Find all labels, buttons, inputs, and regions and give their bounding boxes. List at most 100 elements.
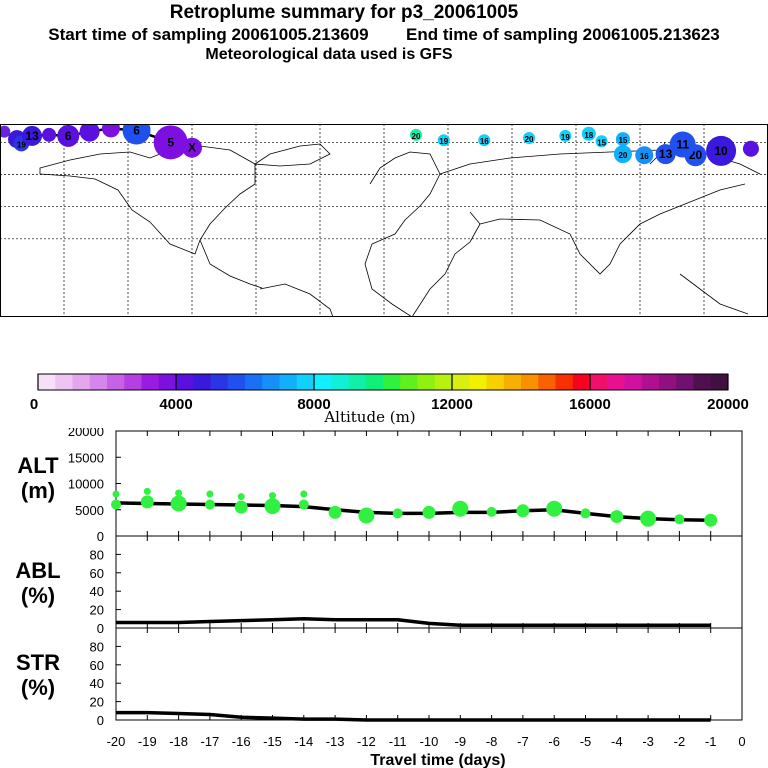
- x-tick-label: -5: [580, 734, 592, 749]
- colorbar-swatch: [158, 374, 177, 390]
- plume-point-label: 6: [65, 129, 72, 143]
- plume-point-label: 19: [17, 140, 26, 149]
- colorbar-swatch: [210, 374, 229, 390]
- x-tick-label: -17: [201, 734, 220, 749]
- x-tick-label: -6: [548, 734, 560, 749]
- plume-point: [615, 132, 630, 147]
- x-tick-label: -4: [611, 734, 623, 749]
- particle-marker: [237, 493, 245, 501]
- x-tick-label: -1: [705, 734, 717, 749]
- plume-point: [581, 126, 596, 141]
- y-tick-label: 0: [97, 713, 104, 728]
- x-tick-label: -14: [294, 734, 313, 749]
- panel-ylabel: ABL: [15, 558, 60, 583]
- colorbar-swatch: [383, 374, 401, 390]
- colorbar-swatch: [314, 374, 332, 390]
- plume-point-label: 5: [167, 135, 174, 149]
- plume-point-label: 20: [618, 151, 627, 160]
- colorbar-swatch: [55, 374, 73, 390]
- panel-ylabel: (%): [21, 583, 55, 608]
- plume-point-label: 19: [439, 137, 448, 146]
- particle-marker: [264, 498, 281, 515]
- plume-point-label: 20: [525, 135, 534, 144]
- plume-point: [122, 124, 151, 145]
- end-time-label: End time of sampling 20061005.213623: [406, 25, 720, 44]
- x-tick-label: -19: [138, 734, 157, 749]
- particle-marker: [610, 510, 624, 524]
- plume-point: [437, 134, 450, 147]
- plume-point: [559, 129, 572, 142]
- colorbar-swatch: [89, 374, 108, 390]
- colorbar-swatch: [279, 374, 298, 390]
- colorbar-swatch: [38, 374, 56, 390]
- particle-marker: [170, 495, 187, 512]
- colorbar-swatch: [124, 374, 142, 390]
- plume-point-label: 16: [640, 152, 649, 161]
- plume-point: [523, 132, 536, 145]
- particle-marker: [300, 490, 308, 498]
- colorbar-swatch: [296, 374, 315, 390]
- page-title: Retroplume summary for p3_20061005: [169, 2, 519, 23]
- plume-point-label: 16: [480, 137, 489, 146]
- plume-point: [613, 145, 632, 164]
- plume-point-label: 13: [659, 147, 673, 161]
- colorbar-tick-label: 8000: [297, 396, 330, 413]
- y-tick-label: 0: [97, 529, 104, 544]
- met-data-label: Meteorological data used is GFS: [205, 46, 453, 63]
- plume-point: [595, 135, 608, 148]
- colorbar-swatch: [434, 374, 453, 390]
- y-tick-label: 40: [90, 584, 104, 599]
- colorbar-swatch: [141, 374, 160, 390]
- colorbar-tick-label: 20000: [707, 396, 749, 413]
- panel-frame: [115, 627, 743, 721]
- plume-point-label: 15: [597, 138, 606, 147]
- series-line-abl: [116, 617, 711, 627]
- colorbar-ticks: 0 4000 8000 12000 16000 20000: [30, 374, 749, 413]
- colorbar-swatch: [624, 374, 643, 390]
- sampling-times: Start time of sampling 20061005.213609 E…: [0, 25, 768, 45]
- particle-marker: [546, 500, 563, 517]
- particle-marker: [112, 490, 120, 498]
- particle-marker: [516, 504, 530, 518]
- plume-point-label: X: [188, 141, 196, 155]
- colorbar-swatch: [176, 374, 194, 390]
- particle-marker: [140, 495, 154, 509]
- plume-point: [410, 128, 422, 141]
- plume-point-label: 13: [25, 129, 39, 143]
- colorbar-swatch: [227, 374, 246, 390]
- y-tick-label: 15000: [68, 450, 104, 465]
- plume-point-label: 10: [714, 144, 728, 158]
- colorbar-swatch: [348, 374, 367, 390]
- y-tick-label: 20: [90, 695, 104, 710]
- particle-marker: [452, 500, 469, 517]
- y-tick-label: 10000: [68, 477, 104, 492]
- panel-ylabel: (m): [21, 478, 55, 503]
- map-gridlines: [0, 124, 768, 317]
- x-tick-label: -10: [420, 734, 439, 749]
- series-line-str: [116, 710, 711, 722]
- plume-point-label: 19: [561, 133, 570, 142]
- x-axis-title: Travel time (days): [370, 752, 505, 768]
- plume-point: [669, 131, 696, 158]
- plume-point: [79, 124, 100, 142]
- plume-point: [635, 146, 654, 165]
- particle-marker: [269, 492, 276, 500]
- particle-marker: [486, 506, 497, 517]
- particle-marker: [206, 490, 214, 498]
- panel-ylabel: (%): [21, 675, 55, 700]
- x-tick-label: -15: [263, 734, 282, 749]
- particle-marker: [580, 508, 591, 519]
- x-tick-label: -8: [486, 734, 498, 749]
- plume-point: [153, 125, 188, 160]
- x-tick-label: -20: [107, 734, 126, 749]
- colorbar-swatch: [469, 374, 487, 390]
- colorbar-swatch: [107, 374, 125, 390]
- panel-abl: 80 60 40 20 0 ABL(%): [15, 535, 743, 636]
- coastlines: [39, 141, 761, 317]
- particle-marker: [175, 489, 183, 497]
- colorbar-swatch: [572, 374, 591, 390]
- panel-ylabel: STR: [16, 650, 60, 675]
- plume-point-label: 11: [676, 137, 689, 151]
- colorbar-swatch: [452, 374, 470, 390]
